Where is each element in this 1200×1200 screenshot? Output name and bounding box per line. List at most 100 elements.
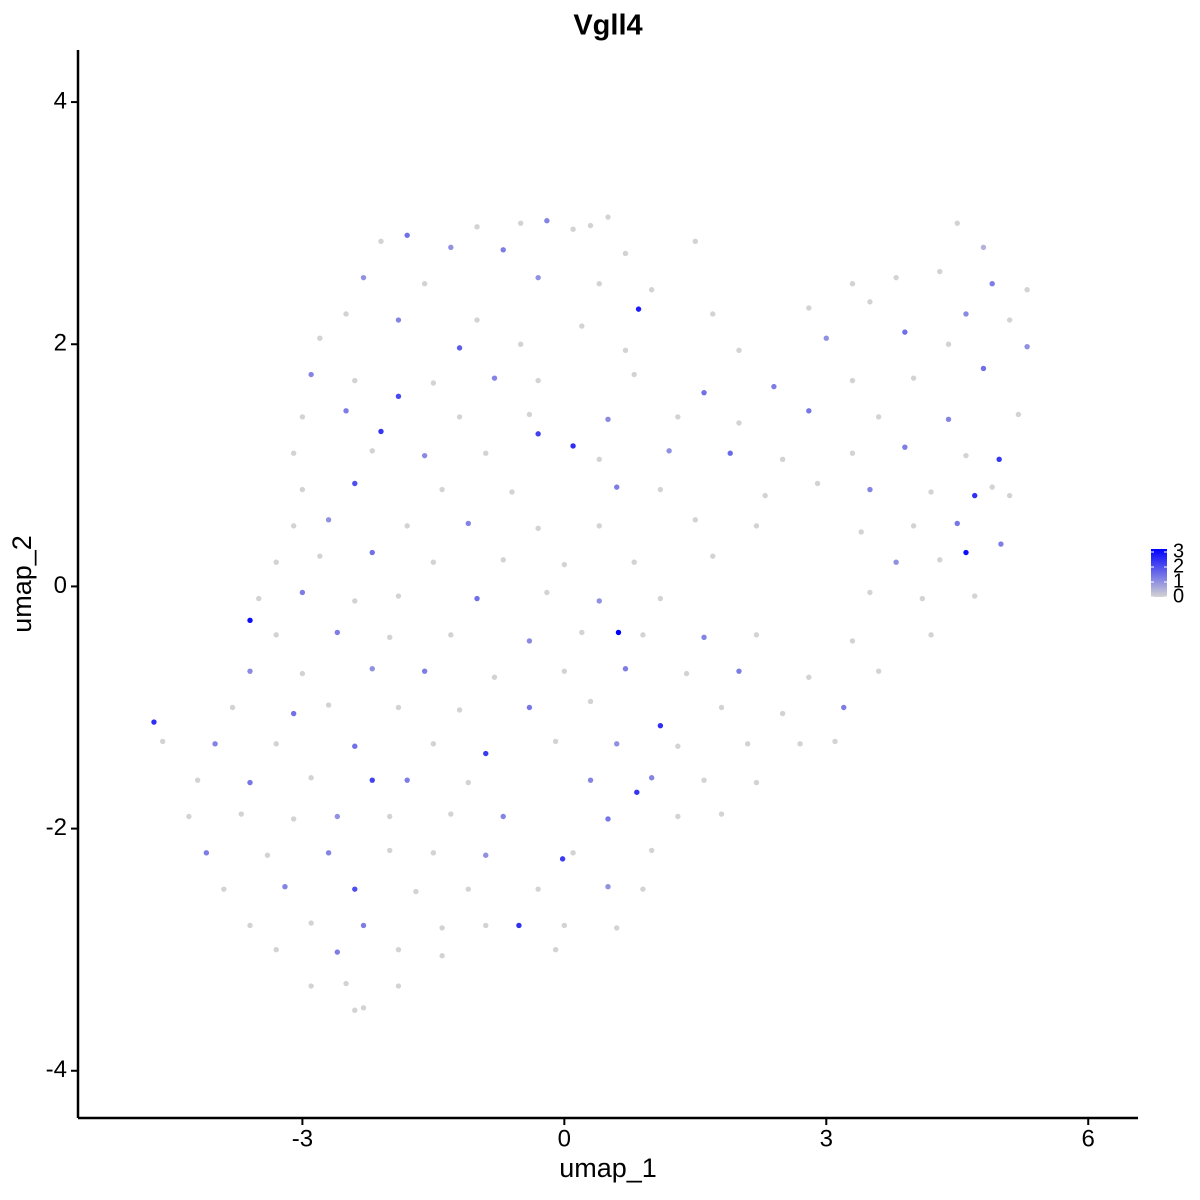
- point: [334, 949, 341, 955]
- point: [299, 414, 306, 420]
- point: [308, 775, 314, 781]
- point: [535, 525, 541, 531]
- point: [692, 517, 699, 523]
- point: [771, 383, 777, 390]
- point: [526, 638, 533, 644]
- point: [544, 218, 550, 224]
- point: [334, 813, 341, 820]
- point: [640, 632, 646, 638]
- point: [736, 668, 742, 674]
- point: [526, 704, 533, 711]
- point: [247, 779, 253, 786]
- point: [290, 450, 297, 456]
- point: [972, 492, 978, 499]
- point: [535, 377, 541, 384]
- point: [727, 450, 733, 456]
- point: [657, 486, 664, 493]
- point: [806, 408, 812, 414]
- point: [587, 777, 594, 783]
- point: [264, 852, 271, 858]
- point: [945, 416, 952, 423]
- point: [395, 704, 402, 711]
- point: [247, 617, 253, 624]
- point: [317, 335, 323, 341]
- point: [605, 884, 611, 890]
- point: [203, 850, 210, 856]
- point: [963, 311, 969, 317]
- point: [395, 393, 402, 400]
- point: [622, 250, 629, 257]
- point: [308, 920, 314, 926]
- point: [1024, 343, 1030, 350]
- point: [439, 953, 445, 959]
- point: [395, 946, 402, 953]
- point: [989, 484, 995, 490]
- colorbar-label: 3: [1173, 540, 1184, 562]
- point: [596, 598, 602, 604]
- point: [500, 247, 506, 253]
- point: [762, 492, 768, 499]
- point: [290, 710, 297, 717]
- point: [849, 450, 856, 456]
- point: [325, 702, 332, 708]
- point: [701, 777, 707, 783]
- point: [910, 375, 917, 381]
- point: [867, 486, 873, 493]
- point: [745, 741, 751, 747]
- point: [491, 674, 498, 680]
- point: [360, 922, 367, 929]
- point: [858, 529, 864, 535]
- point: [378, 428, 384, 435]
- x-tick-label: 0: [558, 1125, 571, 1152]
- point: [849, 638, 856, 644]
- point: [614, 925, 620, 931]
- point: [605, 214, 611, 220]
- point: [299, 486, 306, 493]
- point: [587, 698, 594, 705]
- point: [579, 323, 585, 329]
- x-tick-label: -3: [292, 1125, 313, 1152]
- point: [535, 886, 541, 892]
- point: [561, 668, 568, 674]
- point: [779, 710, 786, 717]
- point: [910, 523, 917, 529]
- point: [299, 670, 306, 677]
- point: [421, 668, 428, 674]
- point: [352, 1007, 358, 1013]
- point: [430, 850, 437, 856]
- point: [413, 888, 419, 895]
- point: [474, 224, 480, 230]
- point: [570, 850, 576, 856]
- point: [675, 813, 681, 820]
- point: [247, 922, 253, 929]
- point: [395, 593, 402, 599]
- point: [867, 589, 873, 596]
- point: [832, 738, 838, 745]
- point: [360, 1005, 367, 1011]
- point: [675, 414, 681, 420]
- point: [692, 238, 699, 245]
- point: [369, 666, 375, 672]
- point: [561, 922, 568, 929]
- point: [404, 232, 410, 238]
- point: [395, 983, 402, 989]
- point: [465, 779, 471, 786]
- point: [561, 561, 568, 568]
- point: [483, 922, 489, 929]
- x-axis-label: umap_1: [559, 1153, 657, 1183]
- point: [570, 443, 576, 449]
- point: [516, 922, 522, 929]
- point: [159, 738, 166, 745]
- point: [1024, 287, 1030, 293]
- x-tick-label: 3: [820, 1125, 833, 1152]
- point: [308, 983, 314, 989]
- point: [343, 408, 349, 414]
- point: [325, 850, 332, 856]
- point: [395, 317, 402, 323]
- point: [648, 287, 655, 293]
- point: [954, 520, 960, 527]
- point: [902, 329, 908, 335]
- point: [483, 852, 489, 858]
- point: [247, 668, 253, 674]
- point: [282, 884, 288, 890]
